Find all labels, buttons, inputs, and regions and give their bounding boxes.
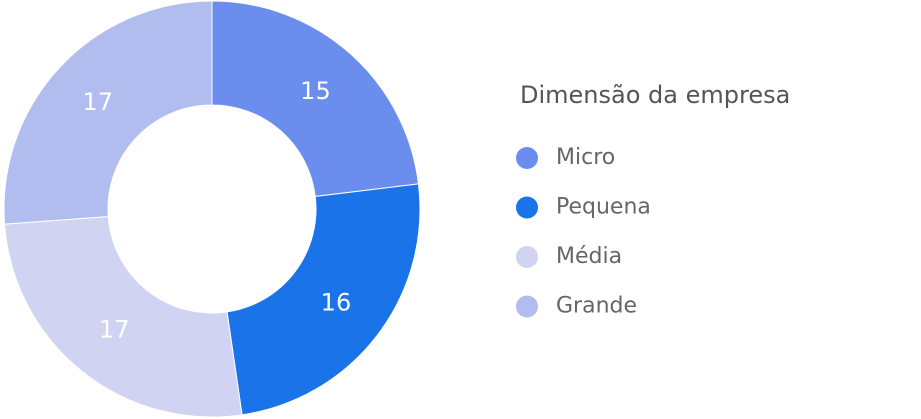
legend-label: Grande <box>556 294 637 319</box>
data-label: 17 <box>99 316 130 344</box>
donut-segment <box>211 0 420 198</box>
donut-segment <box>4 215 243 418</box>
legend-label: Pequena <box>556 195 651 220</box>
legend-swatch <box>516 196 538 219</box>
donut-segment <box>226 183 421 416</box>
legend-label: Média <box>556 244 622 269</box>
donut-segment <box>3 0 213 225</box>
legend-title: Dimensão da empresa <box>520 81 790 109</box>
legend-swatch <box>516 295 538 318</box>
legend-swatch <box>516 246 538 268</box>
legend-swatch <box>516 147 538 169</box>
data-label: 15 <box>300 77 331 105</box>
data-label: 17 <box>82 88 113 116</box>
legend-label: Micro <box>556 145 615 170</box>
data-label: 16 <box>321 289 352 317</box>
